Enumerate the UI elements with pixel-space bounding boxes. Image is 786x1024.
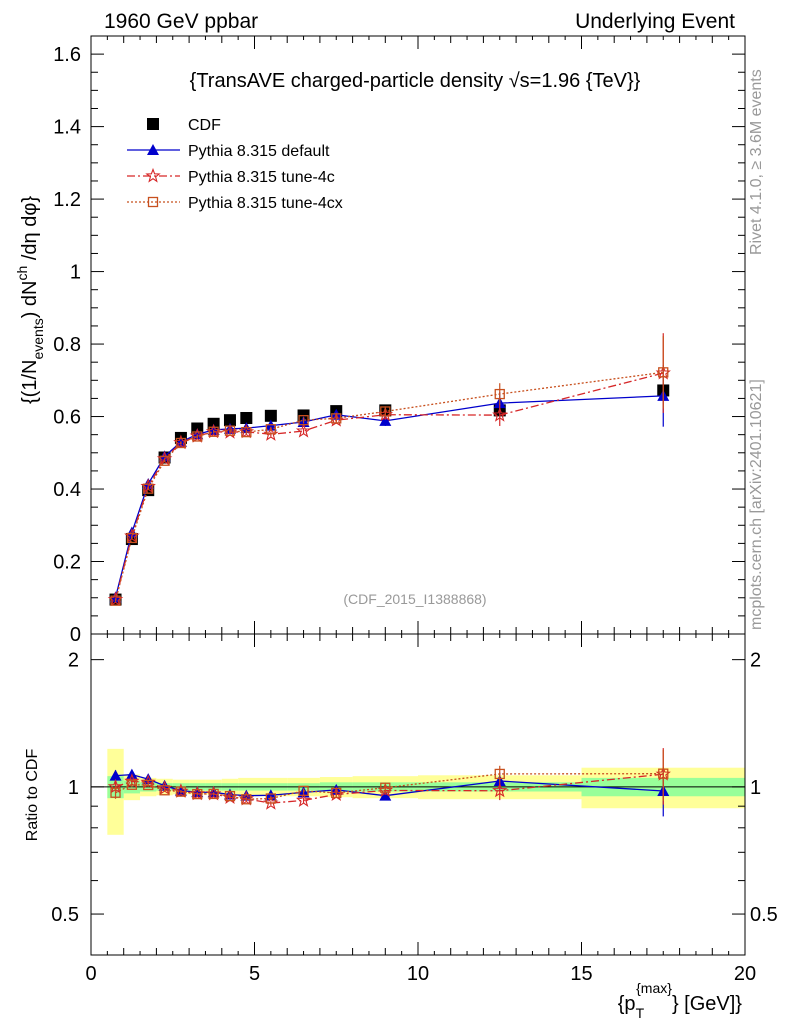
series-2-line	[114, 372, 664, 600]
x-tick-label: 10	[407, 963, 429, 985]
series-1-point	[379, 414, 392, 426]
y-tick-label: 1	[70, 262, 81, 284]
series-3-ratio-point	[175, 786, 187, 797]
series-2-ratio-point	[295, 792, 312, 808]
series-3-ratio-point	[126, 779, 138, 790]
ratio-y-tick-label: 0.5	[51, 904, 79, 926]
series-3-ratio-point	[110, 787, 121, 798]
y-tick-label: 0	[70, 624, 81, 646]
series-3-point	[494, 388, 505, 400]
series-1-ratio-point	[109, 769, 122, 781]
y-tick-label: 1.6	[53, 44, 81, 66]
legend-label: Pythia 8.315 default	[188, 143, 330, 160]
series-0-point	[223, 414, 236, 427]
series-3-ratio-point	[494, 768, 505, 780]
series-3-point	[159, 455, 170, 466]
x-tick-label: 20	[734, 963, 756, 985]
y-tick-label: 1.2	[53, 189, 81, 211]
series-1-ratio-point	[142, 773, 155, 785]
legend-label: CDF	[188, 117, 221, 134]
series-2-ratio-point	[492, 782, 508, 798]
y-tick-label: 0.6	[53, 407, 81, 429]
series-3-ratio-point	[658, 768, 669, 779]
series-3-ratio-point	[159, 785, 170, 796]
series-3-point	[265, 424, 277, 435]
ratio-panel: 0 5 10 15 20 0.5 0.5 1 1 2 2	[51, 633, 778, 985]
svg-text:{(1/Nevents) dNch /dη dφ}: {(1/Nevents) dNch /dη dφ}	[14, 196, 46, 404]
ylabel-part-a: {(1/N	[19, 360, 41, 404]
header-left: 1960 GeV ppbar	[104, 10, 258, 33]
legend-marker	[145, 167, 161, 183]
legend-marker	[147, 144, 159, 155]
ratio-series	[107, 748, 671, 817]
ratio-y-tick-label: 2	[68, 650, 79, 672]
series-3-ratio-point	[241, 794, 252, 805]
x-tick-label: 5	[249, 963, 260, 985]
series-3-point	[298, 415, 309, 426]
legend: CDF Pythia 8.315 default Pythia 8.315 tune…	[127, 117, 343, 212]
series-3-ratio-point	[143, 779, 154, 791]
y-axis-label-main: {(1/Nevents) dNch /dη dφ}	[14, 196, 46, 404]
series-2-point	[492, 406, 508, 422]
ylabel-part-c: ) dN	[19, 280, 41, 318]
series-0-point	[240, 411, 253, 424]
ylabel-part-e: /dη dφ}	[19, 196, 41, 266]
series-3-ratio-point	[331, 787, 342, 799]
series-3-ratio-point	[265, 793, 277, 804]
x-axis-label: {pT {max}} [GeV]}	[618, 980, 743, 1021]
series-3-ratio-point	[192, 788, 203, 800]
legend-marker	[147, 118, 159, 130]
legend-marker	[147, 196, 159, 208]
header-right: Underlying Event	[575, 10, 735, 33]
chart-title: {TransAVE charged-particle density √s=1.…	[190, 70, 641, 92]
series-3-point	[241, 426, 252, 438]
series-3-point	[224, 425, 236, 436]
series-3-point	[208, 426, 219, 437]
series-0-point	[264, 409, 277, 422]
main-panel: 0 0.2 0.4 0.6 0.8 1 1.2 1.4 1.6	[53, 35, 746, 646]
x-tick-label: 15	[570, 963, 592, 985]
series-3-point	[331, 413, 342, 424]
legend-label: Pythia 8.315 tune-4c	[188, 169, 335, 186]
rivet-label: Rivet 4.1.0, ≥ 3.6M events	[748, 69, 765, 255]
legend-label: Pythia 8.315 tune-4cx	[188, 195, 343, 212]
y-tick-label: 0.4	[53, 479, 81, 501]
series-3-point	[126, 532, 138, 544]
series-3-ratio-point	[298, 785, 309, 796]
y-tick-label: 1.4	[53, 117, 81, 139]
xlabel-part-b: T	[636, 1005, 645, 1021]
ylabel-part-d: ch	[14, 266, 30, 281]
watermark: (CDF_2015_I1388868)	[343, 591, 486, 607]
xlabel-part-d: } [GeV]}	[672, 993, 742, 1015]
series-3-ratio-point	[224, 790, 236, 802]
ratio-y-tick-label: 1	[68, 777, 79, 799]
main-series	[107, 333, 671, 607]
series-3-point	[143, 483, 154, 494]
xlabel-part-c: {max}	[636, 980, 672, 996]
series-3-point	[175, 437, 187, 449]
series-1-point	[125, 526, 138, 538]
y-tick-label: 0.2	[53, 552, 81, 574]
y-axis-label-ratio: Ratio to CDF	[24, 749, 41, 842]
series-1-ratio-point	[379, 789, 392, 801]
ylabel-part-b: events	[30, 318, 46, 359]
series-3-point	[110, 595, 121, 606]
ratio-y-tick-label-right: 0.5	[750, 904, 778, 926]
series-3-point	[192, 431, 203, 442]
mcplots-label: mcplots.cern.ch [arXiv:2401.10621]	[748, 379, 765, 630]
y-tick-label: 0.8	[53, 334, 81, 356]
series-3-point	[380, 406, 391, 417]
ratio-y-tick-label-right: 1	[750, 777, 761, 799]
series-3-point	[658, 367, 669, 378]
series-3-ratio-point	[380, 782, 391, 793]
x-tick-label: 0	[85, 963, 96, 985]
xlabel-part-a: {p	[618, 993, 636, 1015]
series-3-ratio-point	[208, 788, 219, 800]
series-2-point	[295, 422, 312, 438]
ratio-y-tick-label-right: 2	[750, 650, 761, 672]
series-1-point	[142, 477, 155, 489]
